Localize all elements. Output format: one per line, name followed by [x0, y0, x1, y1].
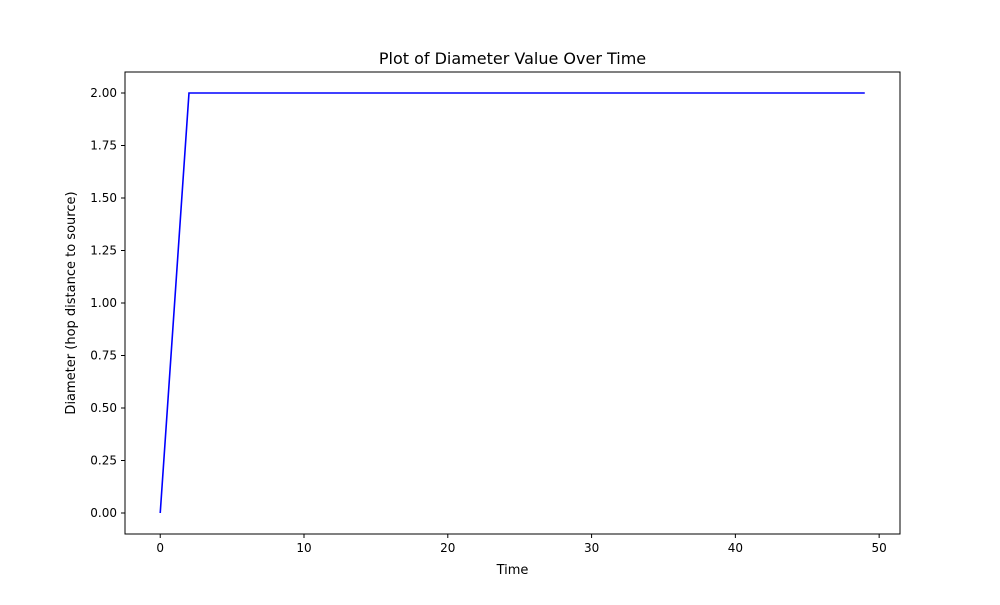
y-tick-label: 1.50	[90, 191, 117, 205]
y-axis-label: Diameter (hop distance to source)	[64, 191, 79, 414]
series-layer	[159, 92, 865, 514]
x-tick-label: 10	[296, 541, 311, 555]
y-tick-label: 1.00	[90, 296, 117, 310]
y-tick-label: 0.25	[90, 454, 117, 468]
x-axis-ticks: 0 10 20 30 40 50	[156, 534, 887, 555]
x-tick-label: 50	[872, 541, 887, 555]
y-tick-label: 2.00	[90, 86, 117, 100]
x-axis-label: Time	[496, 563, 529, 578]
x-tick-label: 20	[440, 541, 455, 555]
x-tick-label: 30	[584, 541, 599, 555]
y-tick-label: 0.75	[90, 349, 117, 363]
y-tick-label: 0.50	[90, 401, 117, 415]
x-tick-label: 40	[728, 541, 743, 555]
y-tick-label: 0.00	[90, 506, 117, 520]
y-tick-label: 1.75	[90, 139, 117, 153]
series-line	[159, 92, 865, 514]
chart-title: Plot of Diameter Value Over Time	[379, 49, 646, 68]
y-tick-label: 1.25	[90, 244, 117, 258]
plot-area-frame	[124, 71, 901, 535]
x-tick-label: 0	[156, 541, 164, 555]
y-axis-ticks: 0.00 0.25 0.50 0.75 1.00 1.25 1.50 1.75 2.00	[90, 86, 125, 520]
